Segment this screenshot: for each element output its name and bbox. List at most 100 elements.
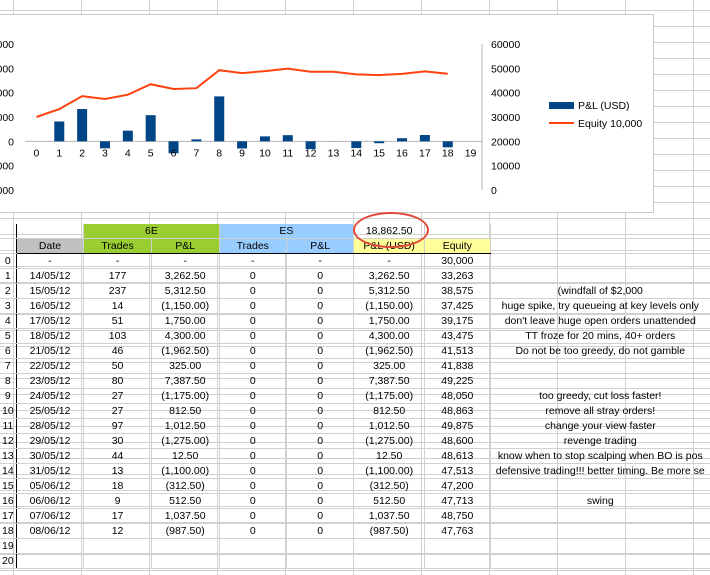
pl-6e-cell[interactable]: 12.50	[151, 448, 220, 464]
pl-es-cell[interactable]: 0	[286, 493, 355, 509]
pl-usd-cell[interactable]	[353, 538, 426, 554]
note-cell[interactable]: too greedy, cut loss faster!	[490, 388, 710, 404]
equity-cell[interactable]: 47,713	[424, 493, 491, 509]
trades-6e-cell[interactable]: 177	[83, 268, 152, 284]
equity-cell[interactable]: 39,175	[424, 313, 491, 329]
date-cell[interactable]: 16/05/12	[16, 298, 85, 314]
pl-6e-cell[interactable]: 3,262.50	[151, 268, 220, 284]
pl-es-cell[interactable]: 0	[286, 268, 355, 284]
date-cell[interactable]: 23/05/12	[16, 373, 85, 389]
note-cell[interactable]: revenge trading	[490, 433, 710, 449]
note-cell[interactable]	[490, 253, 710, 269]
trades-6e-cell[interactable]: -	[83, 253, 152, 269]
trades-es-cell[interactable]: 0	[219, 268, 288, 284]
header-es-pl[interactable]: P&L	[286, 238, 355, 254]
trades-6e-cell[interactable]: 103	[83, 328, 152, 344]
pl-6e-cell[interactable]: (1,150.00)	[151, 298, 220, 314]
trades-es-cell[interactable]: 0	[219, 328, 288, 344]
pl-es-cell[interactable]	[286, 553, 355, 569]
date-cell[interactable]: 22/05/12	[16, 358, 85, 374]
trades-es-cell[interactable]: 0	[219, 523, 288, 539]
date-cell[interactable]: 06/06/12	[16, 493, 85, 509]
equity-cell[interactable]: 48,613	[424, 448, 491, 464]
date-cell[interactable]	[16, 538, 85, 554]
pl-6e-cell[interactable]: 325.00	[151, 358, 220, 374]
note-cell[interactable]	[490, 508, 710, 524]
pl-usd-cell[interactable]: 12.50	[353, 448, 426, 464]
date-cell[interactable]: 30/05/12	[16, 448, 85, 464]
equity-cell[interactable]: 48,600	[424, 433, 491, 449]
equity-cell[interactable]	[424, 538, 491, 554]
pl-6e-cell[interactable]: 1,037.50	[151, 508, 220, 524]
note-cell[interactable]	[490, 523, 710, 539]
pl-es-cell[interactable]: 0	[286, 388, 355, 404]
equity-cell[interactable]: 30,000	[424, 253, 491, 269]
header-6e-pl[interactable]: P&L	[151, 238, 220, 254]
pl-6e-cell[interactable]: (1,175.00)	[151, 388, 220, 404]
pl-usd-cell[interactable]: 512.50	[353, 493, 426, 509]
trades-es-cell[interactable]: 0	[219, 403, 288, 419]
header-date[interactable]: Date	[16, 238, 85, 254]
trades-6e-cell[interactable]: 44	[83, 448, 152, 464]
trades-6e-cell[interactable]: 13	[83, 463, 152, 479]
trades-6e-cell[interactable]: 30	[83, 433, 152, 449]
trades-es-cell[interactable]: 0	[219, 313, 288, 329]
pl-es-cell[interactable]: 0	[286, 358, 355, 374]
note-cell[interactable]	[490, 373, 710, 389]
note-cell[interactable]: (windfall of $2,000	[490, 283, 710, 299]
note-cell[interactable]: change your view faster	[490, 418, 710, 434]
pl-es-cell[interactable]: 0	[286, 283, 355, 299]
pl-usd-cell[interactable]: (1,175.00)	[353, 388, 426, 404]
header-6e-trades[interactable]: Trades	[83, 238, 152, 254]
header-es-trades[interactable]: Trades	[219, 238, 288, 254]
equity-cell[interactable]: 48,050	[424, 388, 491, 404]
date-cell[interactable]: 21/05/12	[16, 343, 85, 359]
pl-es-cell[interactable]: 0	[286, 418, 355, 434]
date-cell[interactable]: 05/06/12	[16, 478, 85, 494]
pl-6e-cell[interactable]: 7,387.50	[151, 373, 220, 389]
cell-empty[interactable]	[16, 224, 85, 239]
trades-es-cell[interactable]: 0	[219, 493, 288, 509]
trades-es-cell[interactable]: 0	[219, 388, 288, 404]
date-cell[interactable]: 24/05/12	[16, 388, 85, 404]
pl-6e-cell[interactable]: (1,962.50)	[151, 343, 220, 359]
pl-es-cell[interactable]: 0	[286, 298, 355, 314]
pl-usd-cell[interactable]: 5,312.50	[353, 283, 426, 299]
pl-6e-cell[interactable]: (987.50)	[151, 523, 220, 539]
date-cell[interactable]: 29/05/12	[16, 433, 85, 449]
equity-cell[interactable]: 48,750	[424, 508, 491, 524]
pl-es-cell[interactable]: 0	[286, 478, 355, 494]
equity-cell[interactable]: 47,200	[424, 478, 491, 494]
equity-cell[interactable]: 33,263	[424, 268, 491, 284]
pl-usd-cell[interactable]: 3,262.50	[353, 268, 426, 284]
cell-empty[interactable]	[490, 238, 710, 254]
equity-cell[interactable]: 43,475	[424, 328, 491, 344]
header-equity[interactable]: Equity	[424, 238, 491, 254]
pl-usd-cell[interactable]: 4,300.00	[353, 328, 426, 344]
trades-6e-cell[interactable]: 9	[83, 493, 152, 509]
pl-usd-cell[interactable]	[353, 553, 426, 569]
trades-es-cell[interactable]: 0	[219, 298, 288, 314]
trades-6e-cell[interactable]: 27	[83, 403, 152, 419]
trades-6e-cell[interactable]: 46	[83, 343, 152, 359]
trades-6e-cell[interactable]: 14	[83, 298, 152, 314]
trades-es-cell[interactable]: -	[219, 253, 288, 269]
trades-es-cell[interactable]: 0	[219, 418, 288, 434]
trades-6e-cell[interactable]: 97	[83, 418, 152, 434]
date-cell[interactable]: 08/06/12	[16, 523, 85, 539]
date-cell[interactable]: 15/05/12	[16, 283, 85, 299]
pl-usd-cell[interactable]: 325.00	[353, 358, 426, 374]
trades-6e-cell[interactable]: 12	[83, 523, 152, 539]
pl-es-cell[interactable]	[286, 538, 355, 554]
pl-6e-cell[interactable]: 1,750.00	[151, 313, 220, 329]
pl-es-cell[interactable]: 0	[286, 328, 355, 344]
trades-6e-cell[interactable]: 17	[83, 508, 152, 524]
trades-6e-cell[interactable]: 18	[83, 478, 152, 494]
pl-es-cell[interactable]: 0	[286, 448, 355, 464]
note-cell[interactable]: TT froze for 20 mins, 40+ orders	[490, 328, 710, 344]
trades-es-cell[interactable]: 0	[219, 448, 288, 464]
trades-es-cell[interactable]: 0	[219, 478, 288, 494]
pl-6e-cell[interactable]: 1,012.50	[151, 418, 220, 434]
pl-es-cell[interactable]: 0	[286, 523, 355, 539]
pl-6e-cell[interactable]: (1,100.00)	[151, 463, 220, 479]
